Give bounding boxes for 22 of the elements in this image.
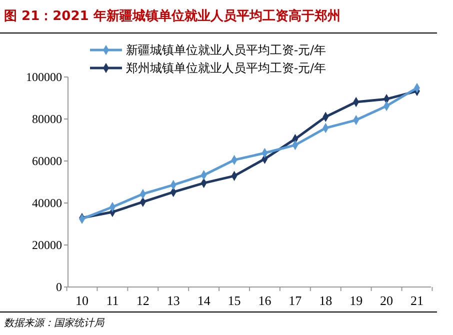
- x-tick-label: 12: [136, 293, 150, 308]
- x-tick-label: 13: [166, 293, 180, 308]
- y-tick-label: 80000: [32, 112, 62, 126]
- legend-label: 新疆城镇单位就业人员平均工资-元/年: [126, 43, 326, 58]
- x-tick-label: 15: [228, 293, 241, 308]
- y-tick-label: 60000: [32, 154, 62, 168]
- y-tick-label: 40000: [32, 196, 62, 210]
- x-tick-label: 20: [380, 293, 394, 308]
- x-tick-label: 17: [288, 293, 302, 308]
- x-tick-label: 21: [410, 293, 424, 308]
- x-tick-label: 18: [319, 293, 332, 308]
- legend-label: 郑州城镇单位就业人员平均工资-元/年: [126, 61, 326, 76]
- x-tick-label: 10: [76, 293, 88, 308]
- x-tick-label: 14: [197, 293, 211, 308]
- y-tick-label: 20000: [32, 238, 62, 252]
- x-tick-label: 11: [106, 293, 119, 308]
- y-tick-label: 100000: [26, 70, 62, 84]
- x-tick-label: 19: [350, 293, 363, 308]
- chart-title: 图 21：2021 年新疆城镇单位就业人员平均工资高于郑州: [4, 8, 340, 24]
- x-tick-label: 16: [258, 293, 272, 308]
- y-tick-label: 0: [56, 280, 62, 294]
- source-note: 数据来源：国家统计局: [4, 317, 105, 329]
